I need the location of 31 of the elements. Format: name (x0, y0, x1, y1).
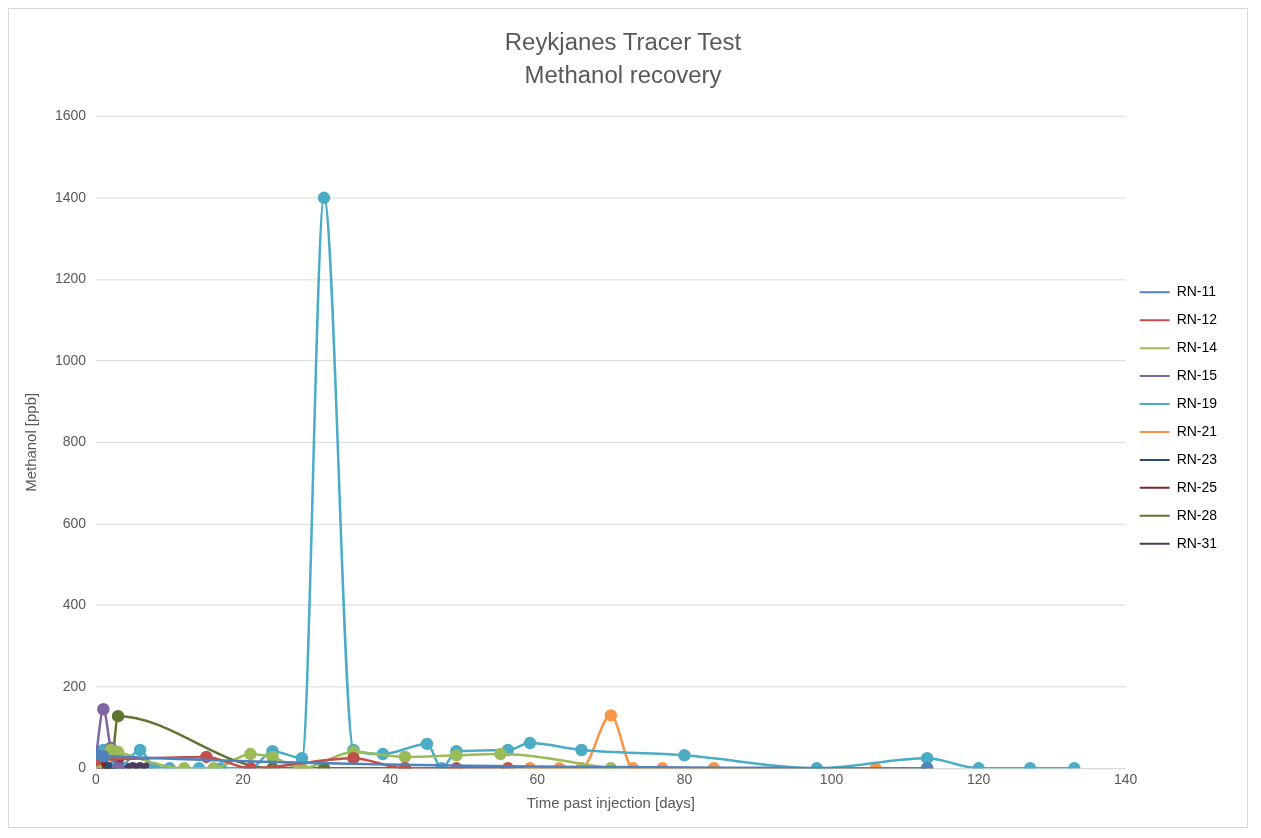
x-tick-label: 20 (235, 770, 252, 787)
y-tick-label: 400 (62, 596, 87, 613)
y-tick-label: 1200 (54, 270, 87, 287)
legend-label: RN-12 (1176, 311, 1218, 328)
x-tick-label: 80 (676, 770, 693, 787)
y-tick-label: 1000 (54, 351, 87, 368)
x-tick-label: 140 (1114, 770, 1138, 787)
legend-label: RN-15 (1176, 366, 1218, 383)
x-tick-label: 120 (966, 770, 991, 787)
legend-label: RN-21 (1176, 422, 1218, 439)
x-tick-label: 60 (529, 770, 546, 787)
x-tick-label: 0 (92, 770, 101, 787)
chart-title: Reykjanes Tracer Test (504, 27, 742, 55)
legend-label: RN-19 (1176, 394, 1218, 411)
x-tick-label: 100 (819, 770, 844, 787)
y-tick-label: 0 (78, 759, 87, 776)
y-tick-label: 600 (62, 514, 87, 531)
legend-label: RN-14 (1176, 339, 1218, 356)
y-tick-label: 800 (62, 433, 87, 450)
legend-label: RN-11 (1176, 283, 1217, 300)
legend-label: RN-28 (1176, 506, 1218, 523)
y-tick-label: 1400 (54, 188, 87, 205)
legend-label: RN-25 (1176, 478, 1218, 495)
legend-label: RN-23 (1176, 450, 1218, 467)
y-tick-label: 200 (62, 677, 87, 694)
y-tick-label: 1600 (54, 107, 87, 124)
y-axis-title: Methanol [ppb] (22, 392, 40, 492)
legend-label: RN-31 (1176, 534, 1218, 551)
x-tick-label: 40 (382, 770, 399, 787)
chart-subtitle: Methanol recovery (524, 60, 722, 88)
x-axis-title: Time past injection [days] (526, 794, 695, 812)
